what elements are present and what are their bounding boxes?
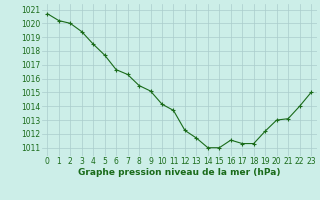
- X-axis label: Graphe pression niveau de la mer (hPa): Graphe pression niveau de la mer (hPa): [78, 168, 280, 177]
